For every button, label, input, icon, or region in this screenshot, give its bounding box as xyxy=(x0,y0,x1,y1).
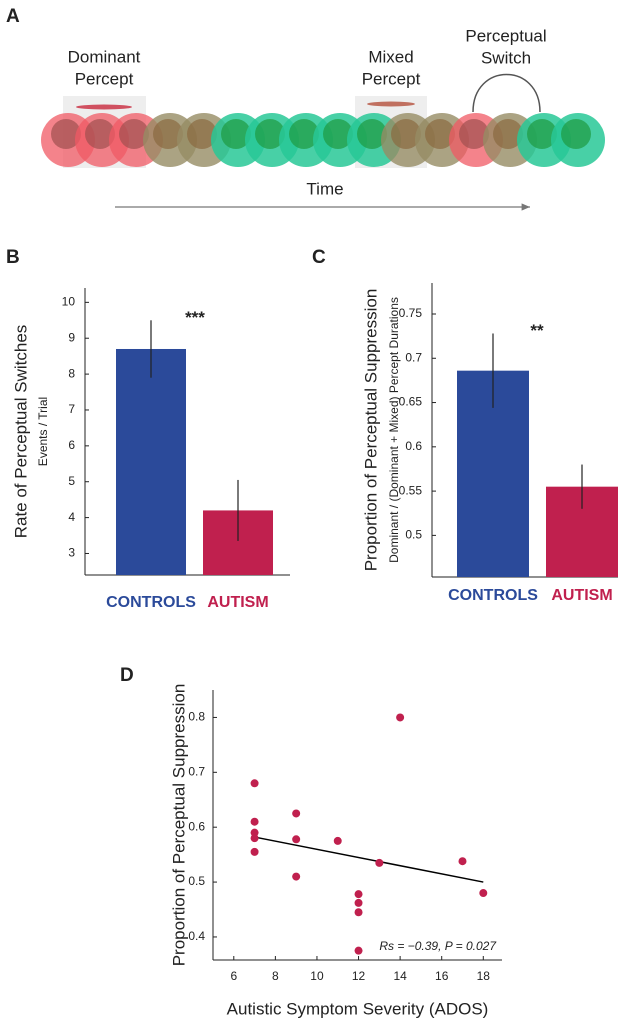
y-tick-label: 0.6 xyxy=(188,819,205,833)
fit-line xyxy=(255,837,484,882)
y-tick-label: 0.5 xyxy=(405,528,422,542)
point xyxy=(251,818,259,826)
y-tick-label: 0.4 xyxy=(188,929,205,943)
bar xyxy=(116,349,186,575)
point xyxy=(355,908,363,916)
point xyxy=(458,857,466,865)
point xyxy=(355,947,363,955)
panel-letter: D xyxy=(120,665,134,686)
label: Mixed xyxy=(368,47,413,66)
point xyxy=(292,873,300,881)
panel-letter: A xyxy=(6,6,20,27)
y-tick-label: 0.6 xyxy=(405,439,422,453)
y-tick-label: 0.5 xyxy=(188,874,205,888)
y-tick-label: 7 xyxy=(68,402,75,416)
point xyxy=(251,834,259,842)
label: Perceptual xyxy=(465,26,546,45)
label: Percept xyxy=(75,69,134,88)
switch-arc xyxy=(473,75,540,113)
y-tick-label: 3 xyxy=(68,546,75,560)
x-tick-label: 6 xyxy=(230,969,237,983)
point xyxy=(292,809,300,817)
label: Dominant xyxy=(68,47,141,66)
y-tick-label: 0.8 xyxy=(188,710,205,724)
x-tick-label: 14 xyxy=(393,969,407,983)
y-tick-label: 0.75 xyxy=(399,306,423,320)
annotation: ** xyxy=(530,321,544,340)
y-tick-label: 4 xyxy=(68,510,75,524)
y-tick-label: 0.7 xyxy=(405,350,422,364)
label: Switch xyxy=(481,48,531,67)
y-tick-label: 0.7 xyxy=(188,764,205,778)
x-tick-label: 12 xyxy=(352,969,366,983)
point xyxy=(355,899,363,907)
figure: A Dominant Percept Mixed Percept Percept… xyxy=(0,0,636,1022)
y-axis-sublabel: Dominant / (Dominant + Mixed) Percept Du… xyxy=(387,297,401,563)
y-axis-sublabel: Events / Trial xyxy=(36,397,50,466)
point xyxy=(479,889,487,897)
annotation: Rs = −0.39, P = 0.027 xyxy=(379,939,497,953)
stimulus-inner xyxy=(561,119,591,149)
point xyxy=(292,835,300,843)
y-axis-label: Proportion of Perceptual Suppression xyxy=(361,289,380,572)
panel-letter: C xyxy=(312,247,326,268)
percept-bar xyxy=(76,105,132,110)
y-tick-label: 9 xyxy=(68,330,75,344)
panel-a: A Dominant Percept Mixed Percept Percept… xyxy=(6,6,605,207)
x-axis-label: Autistic Symptom Severity (ADOS) xyxy=(227,999,489,1018)
point xyxy=(251,779,259,787)
x-tick-label: AUTISM xyxy=(551,587,612,604)
percept-bar xyxy=(367,102,415,107)
y-tick-label: 8 xyxy=(68,366,75,380)
x-tick-label: 16 xyxy=(435,969,449,983)
y-axis-label: Rate of Perceptual Switches xyxy=(11,325,30,539)
point xyxy=(355,890,363,898)
panel-letter: B xyxy=(6,247,20,268)
x-tick-label: CONTROLS xyxy=(448,587,538,604)
point xyxy=(375,859,383,867)
point xyxy=(334,837,342,845)
y-axis-label: Proportion of Perceptual Suppression xyxy=(169,684,188,967)
axis-label: Time xyxy=(306,179,343,198)
y-tick-label: 0.55 xyxy=(399,483,423,497)
y-tick-label: 6 xyxy=(68,438,75,452)
point xyxy=(396,713,404,721)
y-tick-label: 5 xyxy=(68,474,75,488)
label: Percept xyxy=(362,69,421,88)
x-tick-label: AUTISM xyxy=(207,594,268,611)
x-tick-label: CONTROLS xyxy=(106,594,196,611)
x-tick-label: 10 xyxy=(310,969,324,983)
y-tick-label: 10 xyxy=(62,295,76,309)
annotation: *** xyxy=(185,308,205,327)
x-tick-label: 18 xyxy=(477,969,491,983)
point xyxy=(251,848,259,856)
y-tick-label: 0.65 xyxy=(399,395,423,409)
x-tick-label: 8 xyxy=(272,969,279,983)
stimulus-sequence xyxy=(41,113,605,167)
